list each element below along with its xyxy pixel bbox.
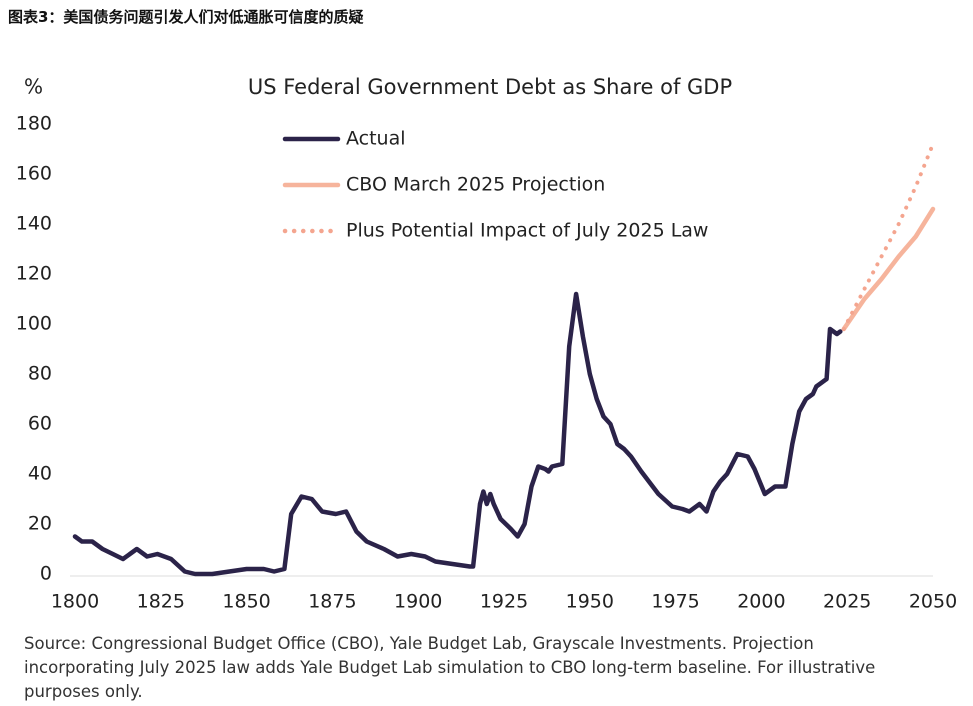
x-tick-label: 1975: [651, 591, 699, 613]
chart-title: US Federal Government Debt as Share of G…: [248, 75, 732, 99]
x-tick-label: 2050: [909, 591, 957, 613]
x-tick-label: 2025: [823, 591, 871, 613]
x-tick-label: 1900: [394, 591, 442, 613]
series-line: [841, 206, 936, 332]
y-tick-label: 120: [16, 263, 52, 285]
series-line: [841, 142, 935, 331]
y-tick-label: 160: [16, 163, 52, 185]
y-tick-label: 40: [28, 463, 52, 485]
x-tick-label: 2000: [737, 591, 785, 613]
y-tick-label: 80: [28, 363, 52, 385]
y-tick-label: 20: [28, 513, 52, 535]
x-tick-label: 1875: [308, 591, 356, 613]
y-axis-label: %: [24, 75, 43, 99]
x-tick-label: 1800: [51, 591, 99, 613]
y-tick-label: 60: [28, 413, 52, 435]
x-tick-label: 1825: [137, 591, 185, 613]
legend-label: Plus Potential Impact of July 2025 Law: [346, 220, 708, 242]
y-tick-label: 140: [16, 213, 52, 235]
legend-label: CBO March 2025 Projection: [346, 174, 605, 196]
x-tick-label: 1950: [566, 591, 614, 613]
y-tick-label: 100: [16, 313, 52, 335]
legend-label: Actual: [346, 128, 406, 150]
x-tick-label: 1925: [480, 591, 528, 613]
series-line: [72, 291, 843, 577]
x-tick-label: 1850: [222, 591, 270, 613]
y-tick-label: 180: [16, 113, 52, 135]
header-title: 图表3：美国债务问题引发人们对低通胀可信度的质疑: [8, 8, 364, 26]
source-note: Source: Congressional Budget Office (CBO…: [24, 634, 876, 701]
y-tick-label: 0: [40, 563, 52, 585]
